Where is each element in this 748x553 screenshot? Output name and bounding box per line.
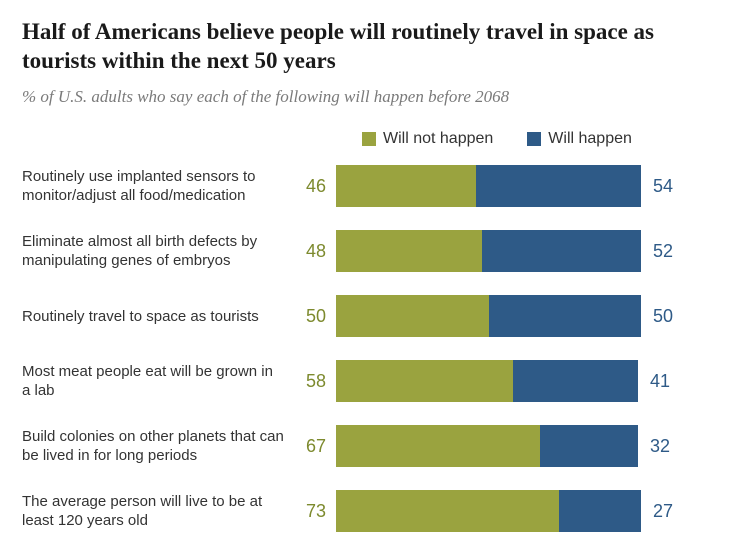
bar-segment-happen: [513, 360, 638, 402]
bar-track: [336, 230, 641, 272]
bar-segment-happen: [559, 490, 641, 532]
legend-item-not-happen: Will not happen: [362, 130, 493, 148]
legend: Will not happen Will happen: [362, 130, 726, 148]
value-not-happen: 67: [292, 436, 336, 457]
bar-segment-not-happen: [336, 295, 489, 337]
value-happen: 52: [641, 241, 685, 262]
bar-segment-not-happen: [336, 165, 476, 207]
bar-segment-not-happen: [336, 360, 513, 402]
legend-label-not-happen: Will not happen: [383, 130, 493, 148]
bar-segment-happen: [540, 425, 638, 467]
bar-segment-not-happen: [336, 490, 559, 532]
value-not-happen: 48: [292, 241, 336, 262]
value-happen: 27: [641, 501, 685, 522]
row-label: Eliminate almost all birth defects by ma…: [22, 232, 292, 271]
chart-row: Most meat people eat will be grown in a …: [22, 357, 726, 405]
bar-segment-not-happen: [336, 425, 540, 467]
chart-row: Eliminate almost all birth defects by ma…: [22, 227, 726, 275]
value-happen: 54: [641, 176, 685, 197]
legend-item-happen: Will happen: [527, 130, 632, 148]
value-happen: 41: [638, 371, 682, 392]
bar-segment-happen: [489, 295, 642, 337]
legend-swatch-not-happen: [362, 132, 376, 146]
value-not-happen: 50: [292, 306, 336, 327]
chart-row: Routinely use implanted sensors to monit…: [22, 162, 726, 210]
legend-label-happen: Will happen: [548, 130, 632, 148]
value-not-happen: 73: [292, 501, 336, 522]
bar-track: [336, 165, 641, 207]
row-label: Routinely travel to space as tourists: [22, 307, 292, 327]
bar-segment-happen: [476, 165, 641, 207]
bar-track: [336, 295, 641, 337]
value-happen: 50: [641, 306, 685, 327]
chart-subtitle: % of U.S. adults who say each of the fol…: [22, 86, 726, 109]
row-label: Routinely use implanted sensors to monit…: [22, 167, 292, 206]
value-not-happen: 46: [292, 176, 336, 197]
chart-row: Routinely travel to space as tourists505…: [22, 292, 726, 340]
chart-row: The average person will live to be at le…: [22, 487, 726, 535]
row-label: The average person will live to be at le…: [22, 492, 292, 531]
value-not-happen: 58: [292, 371, 336, 392]
value-happen: 32: [638, 436, 682, 457]
bar-track: [336, 490, 641, 532]
chart-row: Build colonies on other planets that can…: [22, 422, 726, 470]
bar-track: [336, 425, 638, 467]
legend-swatch-happen: [527, 132, 541, 146]
chart-rows: Routinely use implanted sensors to monit…: [22, 162, 726, 535]
row-label: Most meat people eat will be grown in a …: [22, 362, 292, 401]
row-label: Build colonies on other planets that can…: [22, 427, 292, 466]
chart-title: Half of Americans believe people will ro…: [22, 18, 726, 76]
bar-segment-not-happen: [336, 230, 482, 272]
bar-track: [336, 360, 638, 402]
bar-segment-happen: [482, 230, 641, 272]
